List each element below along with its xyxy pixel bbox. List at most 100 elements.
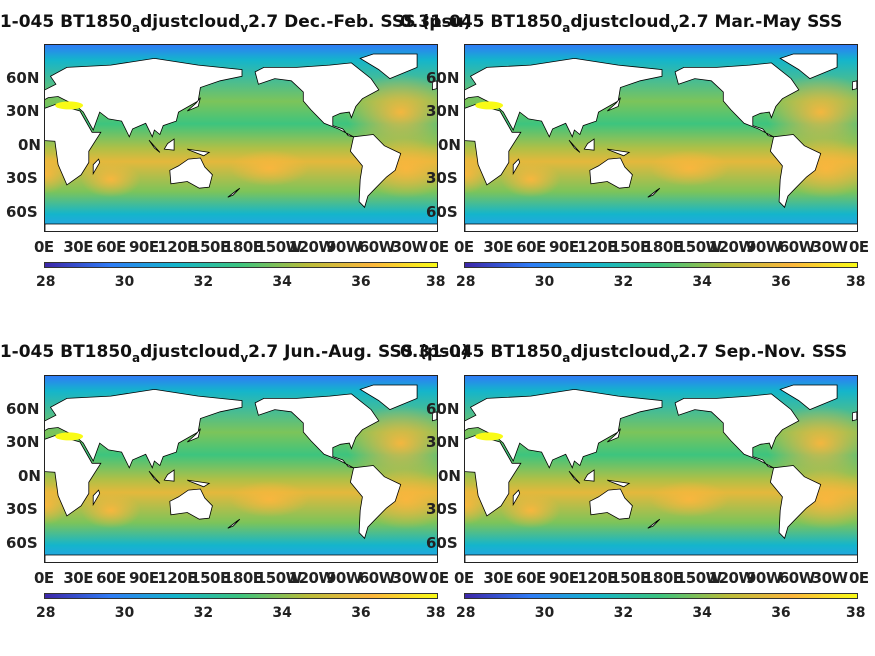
land-mass [589,488,633,520]
colorbar-tick-label: 36 [771,605,791,621]
lon-label: 150E [190,569,230,587]
lat-label: 60N [6,399,40,418]
colorbar-tick-label: 32 [193,274,214,290]
lon-label: 60E [516,569,546,587]
lon-label: 30E [63,569,93,587]
lon-label: 30W [811,569,848,587]
title-text: djustcloud [140,342,241,362]
lon-label: 150E [610,238,650,256]
lon-label: 30W [811,238,848,256]
title-subscript: a [562,351,571,365]
land-mass [431,80,437,91]
lon-label: 90E [129,569,159,587]
colorbar-tick-label: 32 [613,274,634,290]
land-mass [647,518,661,529]
land-mass [607,428,621,443]
lon-label: 150E [190,238,230,256]
lon-label: 90W [326,238,362,256]
title-subscript: a [562,21,571,35]
lon-label: 60E [96,569,126,587]
land-mass [512,489,521,507]
panel-title: 31-045 BT1850adjustcloudv2.7 Dec.-Feb. S… [0,12,471,35]
lon-label: 60W [358,569,395,587]
lon-label: 90W [746,569,782,587]
colorbar-tick-label: 30 [534,605,555,621]
colorbar-tick-label: 30 [114,274,135,290]
land-mass [187,97,201,112]
lat-label: 30N [426,102,460,121]
lon-label: 90W [326,569,362,587]
colorbar [464,593,858,599]
land-mass [92,158,101,176]
lat-label: 60N [426,399,460,418]
lon-label: 30W [391,238,428,256]
colorbar-tick-label: 34 [692,605,712,621]
lon-label: 30W [391,569,428,587]
colorbar-tick-label: 38 [426,274,446,290]
lon-label: 90W [746,238,782,256]
land-mass [169,157,213,189]
panel-title: 0.31-045 BT1850adjustcloudv2.7 Sep.-Nov.… [400,342,848,365]
title-text: 0.31-045 BT1850 [400,342,563,362]
land-mass [769,465,822,540]
colorbar-tick-label: 34 [272,605,292,621]
lat-label: 60S [426,533,458,552]
lon-label: 30E [483,238,513,256]
land-mass [349,134,402,209]
land-mass [779,384,838,411]
colorbar-tick-label: 36 [351,274,371,290]
title-subscript: a [132,21,141,35]
lon-label: 0E [429,569,449,587]
land-mass [465,388,663,469]
land-mass [674,393,800,469]
colorbar-tick-label: 28 [36,274,56,290]
lon-label: 180E [223,238,263,256]
panel-title: 31-045 BT1850adjustcloudv2.7 Jun.-Aug. S… [0,342,469,364]
title-text: djustcloud [570,342,671,362]
mediterranean-high-salinity [475,101,504,110]
lat-label: 30S [426,169,458,188]
land-mass [227,518,241,529]
land-mass [589,157,633,189]
lon-label: 0E [454,238,474,256]
lon-label: 0E [429,238,449,256]
sss-map [44,44,438,232]
land-mass [148,470,161,484]
lat-label: 0N [18,135,41,154]
colorbar [464,262,858,268]
land-mass [45,388,243,469]
lon-label: 150W [255,569,302,587]
land-mass [583,138,595,151]
lat-label: 30N [6,102,40,121]
lon-label: 150W [255,238,302,256]
colorbar-tick-label: 30 [114,605,135,621]
land-mass [45,57,243,138]
title-subscript: v [240,21,249,35]
lon-label: 60E [96,238,126,256]
lat-label: 30N [6,433,40,452]
title-text: 31-045 BT1850 [0,12,132,32]
land-mass [465,554,857,562]
lon-label: 60W [358,238,395,256]
lon-label: 180E [643,569,683,587]
colorbar-tick-label: 32 [193,605,214,621]
lon-label: 180E [223,569,263,587]
colorbar-tick-label: 38 [846,605,866,621]
colorbar-tick-label: 28 [456,605,476,621]
lon-label: 0E [849,569,869,587]
lon-label: 30E [63,238,93,256]
title-text: 2.7 Sep.-Nov. SSS [678,342,848,362]
mediterranean-high-salinity [55,432,84,441]
lon-label: 120E [157,569,197,587]
lon-label: 90E [549,569,579,587]
colorbar-tick-label: 30 [534,274,555,290]
land-mass [769,134,822,209]
colorbar-tick-label: 28 [36,605,56,621]
lon-label: 120E [577,569,617,587]
lat-label: 0N [438,135,461,154]
land-mass [187,148,211,157]
land-mass [254,62,380,138]
title-text: djustcloud [140,12,241,32]
lon-label: 150E [610,569,650,587]
colorbar-tick-label: 38 [846,274,866,290]
